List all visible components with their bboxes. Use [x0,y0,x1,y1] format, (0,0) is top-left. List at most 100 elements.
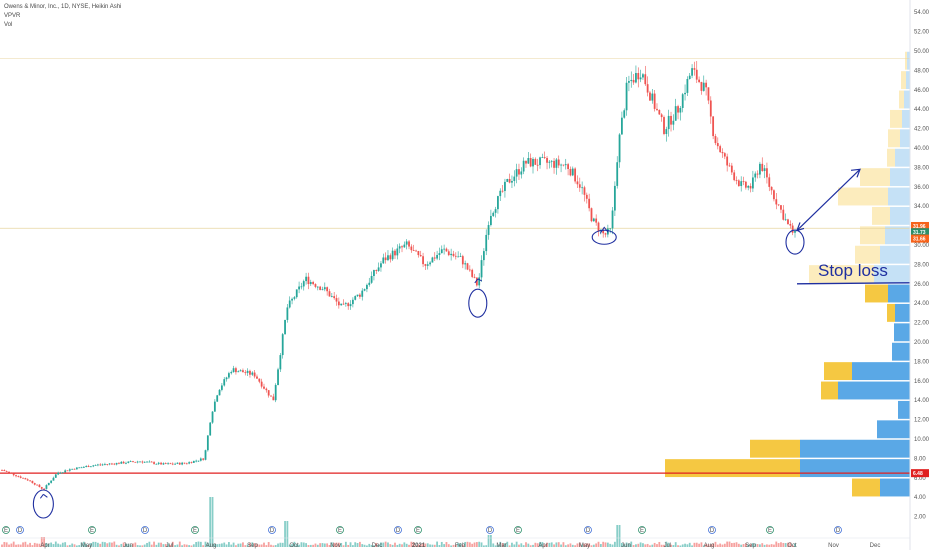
candle-body [766,168,768,178]
volume-bar [766,544,768,547]
candle-body [410,246,413,251]
candle-body [288,300,291,308]
event-marker-label: E [4,528,8,534]
y-tick-label: 36.00 [914,185,930,191]
candle-body [620,117,623,135]
candle-body [54,474,57,478]
candle-body [473,276,476,278]
volume-bar [342,545,345,547]
volume-bar [373,545,375,547]
candle-body [707,87,710,101]
candle-body [480,260,483,278]
volume-bar [242,542,244,547]
y-tick-label: 18.00 [914,359,930,365]
volume-bar [129,544,132,547]
x-tick-label: Oct [787,543,797,549]
annotation-arrow-hook [599,226,609,234]
candle-body [129,461,132,463]
candle-body [761,163,764,171]
price-badge [911,234,929,243]
candle-body [602,229,605,234]
candle-body [494,209,497,213]
volume-bar [139,545,141,547]
volume-bar [361,544,364,547]
volume-bar [464,541,467,547]
volume-bar [199,541,202,547]
candle-body [716,143,719,147]
candle-body [185,463,188,465]
indicator-label-vpvr[interactable]: VPVR [4,13,21,19]
x-tick-label: Dec [870,543,881,549]
volume-bar [216,544,219,547]
volume-bar [36,543,38,547]
candle-body [604,233,607,235]
profile-bar-down [865,284,888,303]
annotation-arrow-head [850,168,861,178]
profile-bar-up [890,168,910,187]
y-tick-label: 22.00 [914,321,930,327]
price-axis-background [910,0,932,550]
candle-body [246,370,249,373]
annotation-arrow-hook [39,493,48,499]
candle-body [82,466,85,468]
volume-bar [749,544,752,547]
candle-body [230,372,233,374]
candle-body [700,82,703,91]
price-axis[interactable]: 2.00 4.00 6.00 8.00 10.00 12.00 14.00 16.00 18.0… [909,0,932,550]
profile-bar-down [750,439,800,458]
y-tick-label: 12.00 [914,418,930,424]
volume-profile [665,51,910,497]
profile-bar-up [852,362,910,381]
candle-body [660,114,663,118]
volume-bar [602,541,605,547]
volume-bar [340,542,343,547]
price-badge-label: 31.73 [913,230,926,236]
candle-body [340,303,343,306]
candle-body [235,368,237,373]
candle-body [359,294,361,297]
profile-bar-up [890,206,910,225]
volume-bar [754,543,757,547]
candle-body [709,100,712,117]
indicator-label-volume[interactable]: Vol [4,22,13,28]
candle-body [351,299,354,305]
candle-body [202,458,205,460]
volume-bar [541,542,544,547]
volume-bar [279,542,282,547]
volume-bar [761,543,764,547]
annotation-circle [468,288,488,318]
volume-bar [513,544,516,547]
volume-bar [585,543,588,547]
volume-bar [211,497,214,547]
volume-bar [688,542,691,547]
price-badge-label: 6.48 [913,471,923,477]
x-tick-label: May [81,543,92,549]
candle-body [213,401,216,412]
candle-body [307,276,310,285]
volume-bar [237,543,240,547]
volume-bar [660,544,663,547]
volume-bar [298,544,300,547]
candle-body [47,482,50,486]
time-axis[interactable]: Apr May Jun Jul Aug Sep Oct Nov Dec 2021 Feb Mar Apr… [0,537,910,549]
volume-bar [628,543,630,547]
candle-body [384,257,387,261]
volume-bar [737,543,740,547]
y-tick-label: 38.00 [914,165,930,171]
candle-body [693,68,696,70]
volume-bar [239,543,242,547]
y-tick-label: 24.00 [914,301,930,307]
volume-bar [487,535,490,547]
volume-bar [326,543,329,547]
candle-body [625,82,628,111]
volume-bar [707,544,710,547]
volume-bar [71,543,74,547]
candle-body [43,488,46,490]
profile-bar-up [874,265,910,284]
candle-body [108,463,111,465]
x-tick-label: May [579,543,590,549]
candle-body [293,297,296,299]
volume-bar [525,542,527,547]
price-badge-label: 31.66 [913,237,926,243]
